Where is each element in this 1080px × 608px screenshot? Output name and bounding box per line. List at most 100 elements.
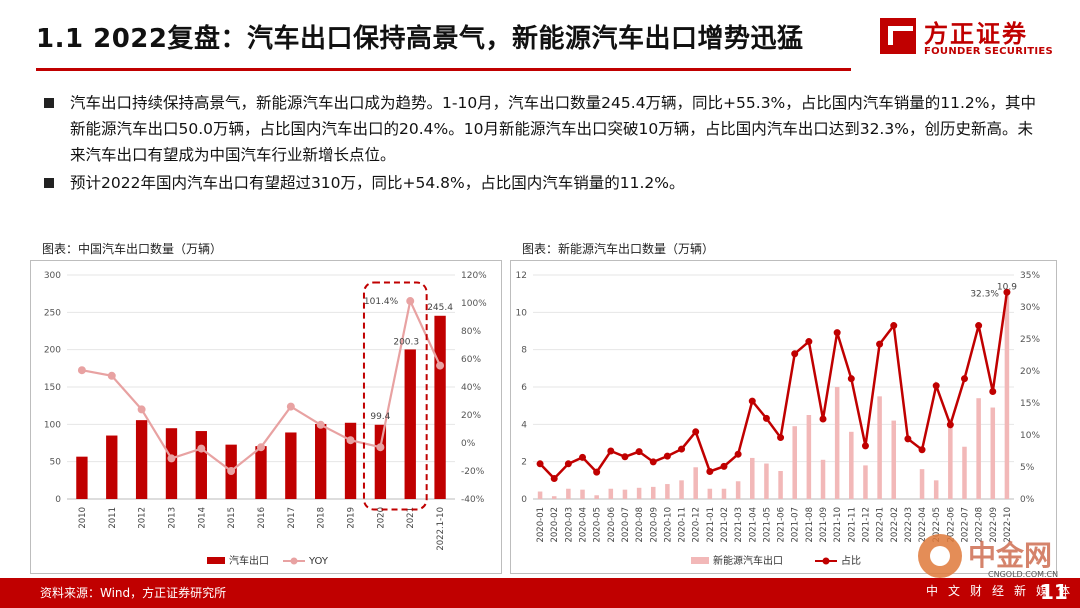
- x-axis-tick-label: 2020-08: [635, 507, 645, 543]
- x-axis-tick-label: 2018: [317, 507, 327, 529]
- bar: [135, 420, 148, 499]
- bar: [285, 432, 297, 499]
- x-axis-tick-label: 2022-01: [876, 507, 886, 543]
- bar: [636, 487, 642, 499]
- line-point: [579, 453, 587, 461]
- left-axis-tick-label: 2: [521, 458, 527, 468]
- x-axis-tick-label: 2021-07: [791, 507, 801, 543]
- x-axis-tick-label: 2020-09: [649, 507, 659, 543]
- bar: [650, 486, 656, 499]
- bar: [778, 471, 783, 499]
- x-axis-tick-label: 2021-09: [819, 507, 829, 543]
- legend-swatch-bar: [207, 557, 225, 564]
- bar: [933, 480, 939, 499]
- line-point: [975, 322, 983, 330]
- x-axis-tick-label: 2021-12: [861, 507, 871, 543]
- x-axis-tick-label: 2021: [406, 507, 416, 529]
- bar: [877, 396, 882, 499]
- x-axis-tick-label: 2017: [287, 507, 297, 529]
- bar: [580, 489, 585, 499]
- left-axis-tick-label: 100: [44, 420, 61, 430]
- line-point: [406, 297, 415, 306]
- watermark-logo-icon: [918, 534, 962, 578]
- line-point: [932, 382, 940, 390]
- bar: [537, 491, 543, 499]
- line-point: [257, 443, 265, 452]
- line-point: [167, 454, 176, 463]
- chart-nev-export-volume: 0 2 4 6 8 10 12 0% 5% 10% 15% 20% 25% 30% 35% 2020-01 20…: [516, 271, 1041, 567]
- x-axis-tick-label: 2022-10: [1003, 507, 1013, 543]
- highlight-box: [362, 281, 428, 511]
- line-point: [706, 467, 714, 475]
- bar: [834, 387, 840, 499]
- watermark-text: 中金网: [968, 539, 1053, 572]
- line-point: [593, 468, 601, 476]
- bullet-text: 预计2022年国内汽车出口有望超过310万，同比+54.8%，占比国内汽车销量的…: [70, 174, 685, 192]
- chart-frame-nev-export: 0 2 4 6 8 10 12 0% 5% 10% 15% 20% 25% 30% 35% 2020-01 20…: [510, 260, 1057, 574]
- bar: [594, 495, 599, 499]
- line-point: [833, 329, 841, 337]
- bar: [990, 407, 996, 499]
- watermark-url: CNGOLD.COM.CN: [988, 570, 1059, 579]
- x-axis-tick-label: 2022-07: [960, 507, 970, 543]
- bar: [255, 446, 267, 499]
- footer-band: [0, 578, 1080, 608]
- bar: [106, 435, 118, 499]
- x-axis-tick-label: 2022-02: [890, 507, 900, 543]
- bar: [764, 463, 769, 499]
- line-point: [720, 462, 728, 470]
- right-axis-tick-label: 80%: [461, 327, 481, 337]
- bar: [608, 488, 614, 499]
- x-axis-tick-label: 2020-12: [692, 507, 702, 543]
- right-axis-tick-label: -20%: [461, 467, 485, 477]
- bar: [735, 481, 741, 499]
- line-point: [635, 448, 643, 456]
- right-axis-tick-label: 15%: [1020, 399, 1040, 409]
- line-point: [692, 428, 700, 436]
- bar: [976, 398, 981, 499]
- data-label: 245.4: [427, 303, 453, 313]
- data-label: 10.9: [997, 283, 1017, 293]
- left-axis-tick-label: 150: [44, 383, 61, 393]
- bar: [693, 467, 698, 499]
- line-point: [918, 446, 926, 454]
- bar: [750, 457, 755, 499]
- bar: [792, 426, 797, 499]
- line-point: [376, 443, 385, 452]
- right-axis-tick-label: 0%: [461, 439, 476, 449]
- x-axis-tick-label: 2021-03: [734, 507, 744, 543]
- line-point: [550, 475, 558, 483]
- x-axis-tick-label: 2022.1-10: [436, 507, 446, 551]
- chart-frame-export: 0 50 100 150 200 250 300 -40% -20% 0% 20% 40% 60% 80%…: [30, 260, 502, 574]
- x-axis-tick-label: 2011: [108, 507, 118, 529]
- right-axis-tick-label: 120%: [461, 271, 487, 281]
- slide-title: 1.1 2022复盘：汽车出口保持高景气，新能源汽车出口增势迅猛: [36, 24, 804, 54]
- footer-source: 资料来源：Wind，方正证券研究所: [40, 586, 227, 600]
- bullet-item: 预计2022年国内汽车出口有望超过310万，同比+54.8%，占比国内汽车销量的…: [40, 170, 1040, 196]
- bar: [566, 488, 571, 499]
- bar: [1004, 295, 1010, 499]
- x-axis-tick-label: 2021-10: [833, 507, 843, 543]
- line-point: [946, 421, 954, 429]
- left-axis-tick-label: 6: [521, 383, 527, 393]
- logo-text-en: FOUNDER SECURITIES: [924, 46, 1054, 57]
- x-axis-tick-label: 2021-04: [748, 507, 758, 543]
- line-point: [107, 371, 116, 380]
- x-axis-tick-label: 2021-05: [762, 507, 772, 543]
- bar: [665, 484, 670, 499]
- line-point: [805, 338, 813, 346]
- bullet-text: 汽车出口持续保持高景气，新能源汽车出口成为趋势。1-10月，汽车出口数量245.…: [70, 94, 1037, 164]
- line-point: [960, 375, 968, 383]
- bar: [962, 446, 967, 499]
- line-point: [137, 405, 146, 414]
- logo-text-cn: 方正证券: [924, 20, 1028, 48]
- left-axis-tick-label: 0: [55, 495, 61, 505]
- x-axis-tick-label: 2022-04: [918, 507, 928, 543]
- line-point: [607, 447, 615, 455]
- legend-swatch-bar: [691, 557, 709, 564]
- x-axis-tick-label: 2015: [227, 507, 237, 529]
- line-point: [989, 387, 997, 395]
- x-axis-tick-label: 2022-05: [932, 507, 942, 543]
- left-axis-tick-label: 0: [521, 495, 527, 505]
- bar: [891, 420, 897, 499]
